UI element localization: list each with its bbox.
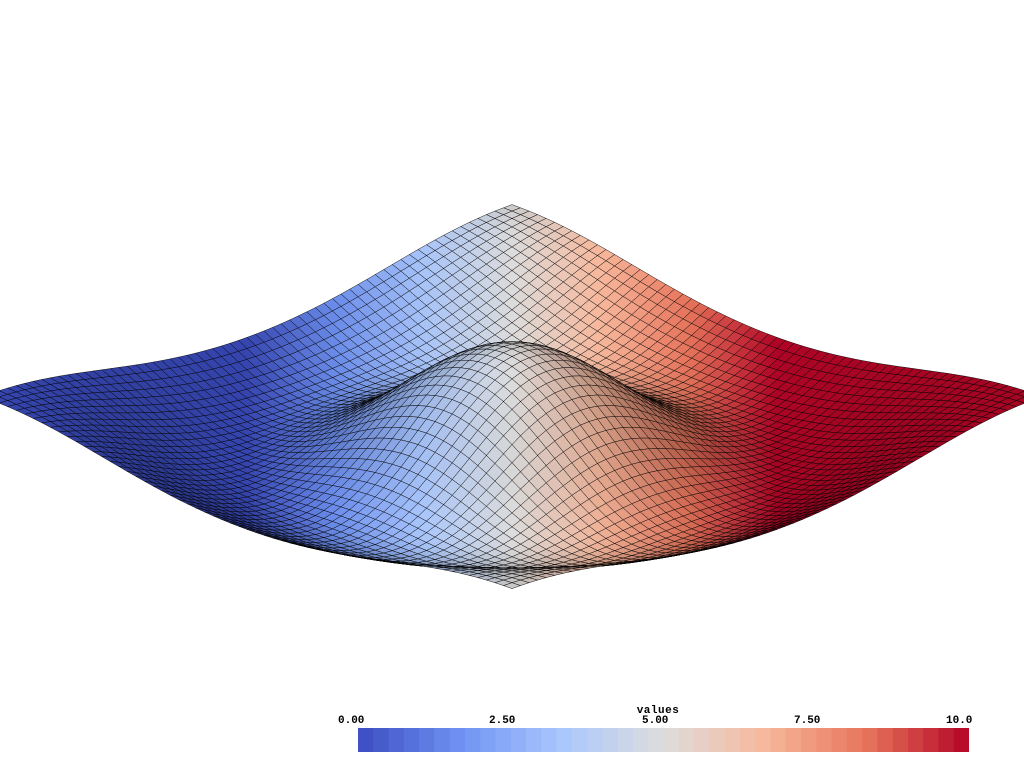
scalar-bar-step	[816, 728, 833, 752]
scalar-bar-step	[388, 728, 405, 752]
scalar-bar-step	[846, 728, 863, 752]
scalar-bar-step	[434, 728, 451, 752]
scalar-bar-step	[403, 728, 420, 752]
scalar-bar-step	[953, 728, 969, 752]
scalar-bar-step	[907, 728, 924, 752]
scalar-bar-title: values	[636, 705, 680, 717]
scalar-bar-tick: 7.50	[794, 715, 821, 727]
scalar-bar-tick: 5.00	[642, 715, 669, 727]
scalar-bar-step	[755, 728, 772, 752]
scalar-bar-step	[602, 728, 619, 752]
scalar-bar-step	[923, 728, 940, 752]
scalar-bar-step	[419, 728, 435, 752]
scalar-bar-step	[739, 728, 756, 752]
scalar-bar: values 0.00 2.50 5.00 7.50 10.0	[338, 700, 978, 756]
surface-cell	[0, 390, 9, 397]
scalar-bar-tick: 2.50	[489, 715, 516, 727]
wireframe-surface	[0, 204, 1024, 589]
scalar-bar-tick: 0.00	[338, 715, 365, 727]
scalar-bar-step	[449, 728, 466, 752]
scalar-bar-step	[358, 728, 374, 752]
scalar-bar-step	[724, 728, 741, 752]
scalar-bar-step	[632, 728, 649, 752]
scalar-bar-step	[770, 728, 787, 752]
surface-cell	[1015, 397, 1024, 404]
scalar-bar-step	[526, 728, 542, 752]
scalar-bar-tick: 10.0	[946, 715, 973, 727]
scalar-bar-step	[694, 728, 710, 752]
scalar-bar-step	[831, 728, 848, 752]
surface-cell	[502, 582, 522, 589]
scalar-bar-step	[617, 728, 634, 752]
scalar-bar-step	[541, 728, 558, 752]
scalar-bar-step	[495, 728, 512, 752]
scalar-bar-step	[556, 728, 573, 752]
scalar-bar-step	[510, 728, 527, 752]
scalar-bar-step	[892, 728, 909, 752]
surface-cell	[1015, 390, 1024, 397]
scalar-bar-step	[709, 728, 726, 752]
scalar-bar-step	[663, 728, 680, 752]
scalar-bar-step	[464, 728, 481, 752]
scalar-bar-step	[785, 728, 802, 752]
scalar-bar-step	[373, 728, 390, 752]
scalar-bar-step	[678, 728, 695, 752]
scalar-bar-step	[587, 728, 603, 752]
scalar-bar-step	[877, 728, 894, 752]
scalar-bar-step	[480, 728, 497, 752]
scalar-bar-gradient	[358, 728, 969, 752]
scalar-bar-step	[862, 728, 878, 752]
scalar-bar-step	[800, 728, 817, 752]
scalar-bar-step	[571, 728, 588, 752]
scalar-bar-step	[938, 728, 955, 752]
scalar-bar-step	[648, 728, 665, 752]
surface-cell	[0, 397, 9, 404]
